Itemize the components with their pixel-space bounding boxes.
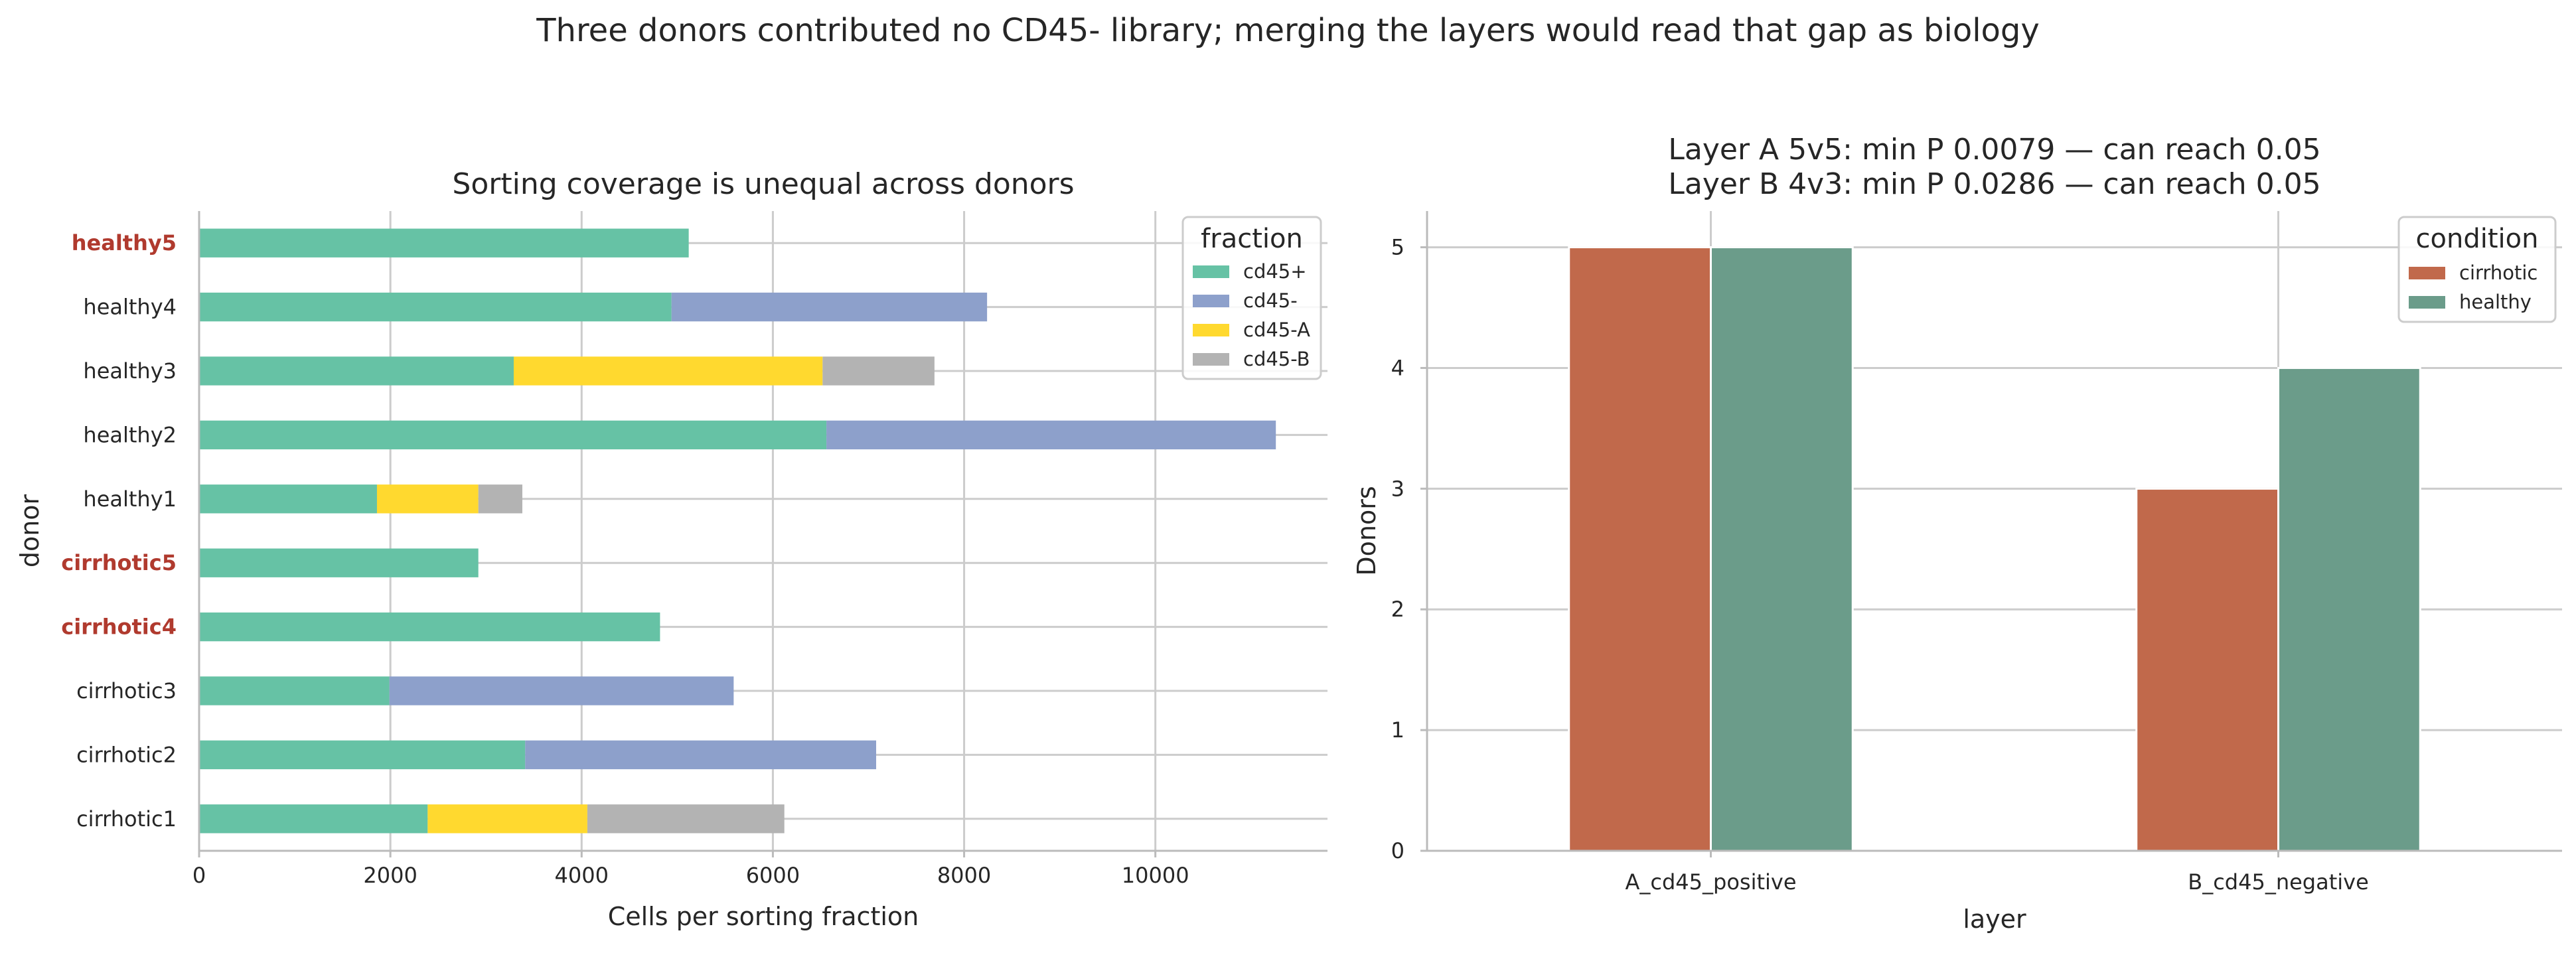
bar-cirrhotic4-cd45	[199, 612, 660, 642]
bar-cirrhotic1-cd45	[199, 804, 428, 834]
y-axis-label: Donors	[1352, 486, 1381, 575]
bar-cirrhotic2-cd45	[199, 740, 526, 770]
legend-swatch-cd45-b	[1193, 353, 1229, 366]
y-tick-label: cirrhotic3	[76, 678, 177, 703]
bar-a-cd45-positive-healthy	[1710, 246, 1854, 852]
y-tick-label: healthy3	[83, 358, 177, 384]
legend-label: cd45-B	[1243, 348, 1310, 370]
bar-healthy3-cd45-b	[822, 356, 935, 386]
sorting-coverage-chart: 0 2000 4000 6000 8000 10000 cirrhotic1 cirrhoti…	[15, 167, 1327, 931]
y-tick-label: healthy1	[83, 486, 177, 512]
legend: condition cirrhotic healthy	[2397, 216, 2557, 323]
x-tick-label: 4000	[555, 863, 609, 888]
bar-healthy5-cd45	[199, 228, 689, 257]
legend-label: cd45+	[1243, 260, 1307, 283]
legend-swatch-cd45	[1193, 265, 1229, 278]
x-axis-label: Cells per sorting fraction	[608, 902, 919, 931]
legend-label: healthy	[2459, 291, 2532, 313]
y-tick-label: cirrhotic5	[61, 550, 177, 575]
legend-label: cd45-A	[1243, 319, 1310, 341]
y-tick-label: 0	[1391, 838, 1404, 863]
bar-healthy3-cd45-a	[513, 356, 823, 386]
y-tick-label: cirrhotic1	[76, 806, 177, 832]
x-tick-label: B_cd45_negative	[2188, 869, 2369, 895]
x-tick-label: 10000	[1122, 863, 1189, 888]
bar-healthy2-cd45	[826, 420, 1276, 450]
bar-healthy1-cd45	[199, 484, 377, 514]
bar-cirrhotic3-cd45	[389, 676, 734, 705]
legend-swatch-cirrhotic	[2409, 267, 2445, 279]
x-tick-label: 6000	[746, 863, 800, 888]
legend-title: fraction	[1201, 224, 1303, 254]
bar-cirrhotic3-cd45	[199, 676, 390, 705]
bar-healthy3-cd45	[199, 356, 514, 386]
donor-count-chart: 0 1 2 3 4 5 A_cd45_positive B_cd45_negative Laye…	[1352, 133, 2562, 934]
figure-title: Three donors contributed no CD45- librar…	[536, 12, 2040, 49]
bar-cirrhotic1-cd45-b	[587, 804, 785, 834]
bar-cirrhotic1-cd45-a	[427, 804, 587, 834]
bar-healthy2-cd45	[199, 420, 827, 450]
x-tick-label: 2000	[363, 863, 417, 888]
bar-healthy1-cd45-b	[478, 484, 522, 514]
chart-title-line-1: Layer A 5v5: min P 0.0079 — can reach 0.…	[1668, 133, 2320, 167]
legend-box	[1181, 216, 1322, 380]
y-tick-label: 4	[1391, 355, 1404, 380]
y-tick-label: healthy5	[72, 230, 177, 256]
legend-box	[2397, 216, 2557, 323]
y-tick-label: cirrhotic4	[61, 615, 177, 640]
bar-cirrhotic5-cd45	[199, 548, 479, 577]
bar-b-cd45-negative-healthy	[2277, 366, 2421, 852]
y-axis-label: donor	[15, 494, 44, 567]
legend-swatch-cd45-a	[1193, 324, 1229, 336]
y-tick-label: 1	[1391, 717, 1404, 743]
bar-healthy4-cd45	[671, 292, 988, 322]
chart-title-line-2: Layer B 4v3: min P 0.0286 — can reach 0.…	[1668, 167, 2320, 201]
bar-cirrhotic2-cd45	[525, 740, 876, 770]
y-tick-label: cirrhotic2	[76, 742, 177, 767]
x-tick-label: A_cd45_positive	[1625, 869, 1796, 895]
legend-title: condition	[2416, 224, 2539, 254]
x-axis-label: layer	[1963, 905, 2026, 934]
legend-swatch-cd45	[1193, 295, 1229, 307]
y-tick-label: 5	[1391, 235, 1404, 260]
bar-healthy1-cd45-a	[376, 484, 479, 514]
chart-title: Sorting coverage is unequal across donor…	[452, 167, 1074, 201]
y-tick-label: 2	[1391, 597, 1404, 622]
bar-b-cd45-negative-cirrhotic	[2135, 487, 2279, 852]
legend-label: cirrhotic	[2459, 261, 2538, 284]
x-tick-label: 8000	[937, 863, 991, 888]
y-tick-label: 3	[1391, 476, 1404, 501]
y-tick-label: healthy2	[83, 422, 177, 447]
legend: fraction cd45+ cd45- cd45-A cd45-B	[1181, 216, 1322, 380]
bar-healthy4-cd45	[199, 292, 672, 322]
legend-label: cd45-	[1243, 289, 1298, 312]
x-tick-label: 0	[192, 863, 206, 888]
legend-swatch-healthy	[2409, 296, 2445, 309]
bar-a-cd45-positive-cirrhotic	[1568, 246, 1712, 852]
y-tick-label: healthy4	[83, 295, 177, 320]
